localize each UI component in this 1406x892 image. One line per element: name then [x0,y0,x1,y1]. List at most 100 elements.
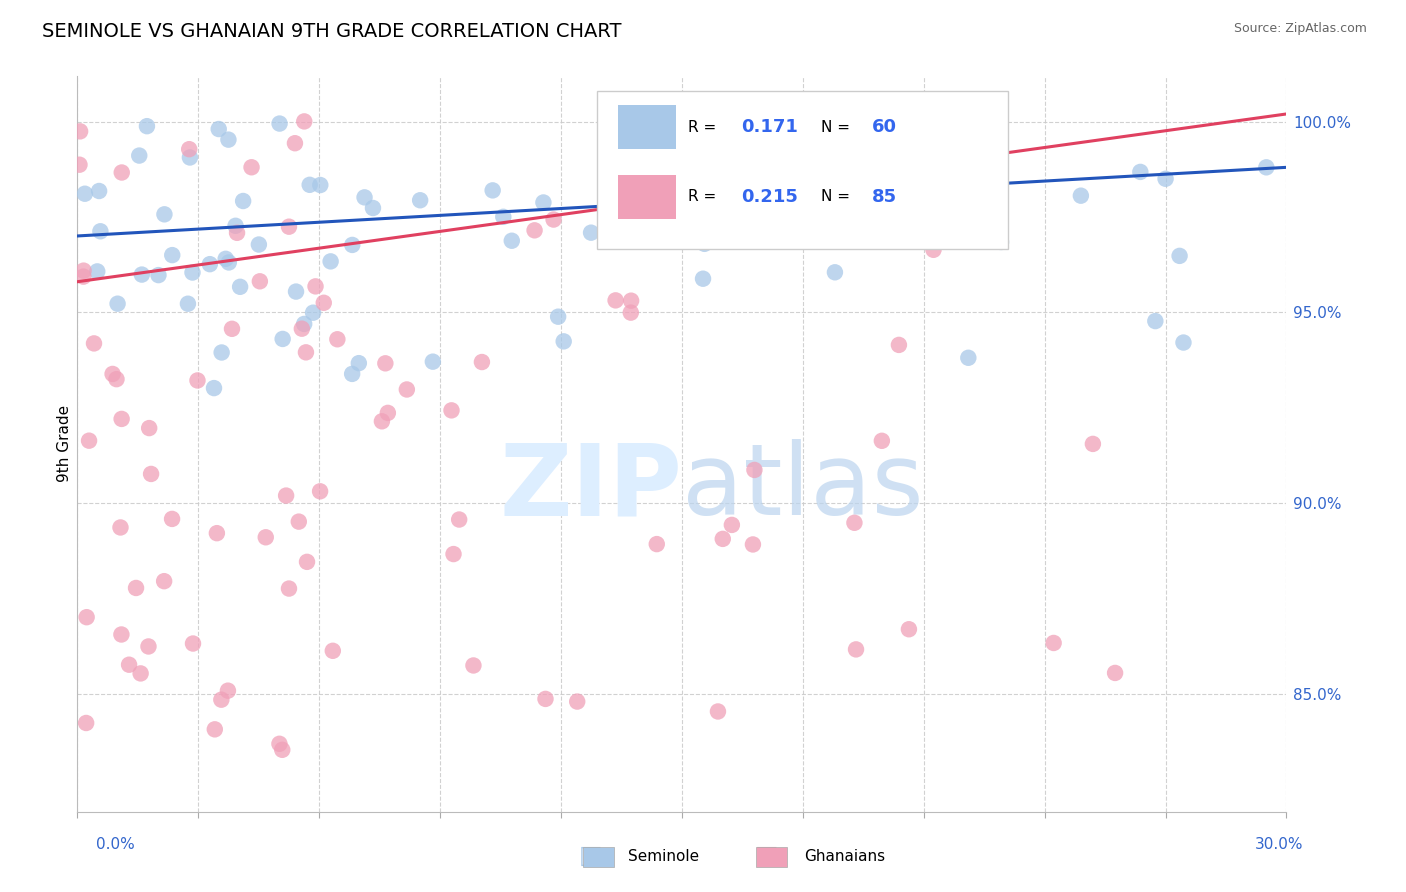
Point [83,336,105,351]
Text: N =: N = [821,120,855,135]
Text: □: □ [755,845,778,868]
Point [269,737,291,751]
Point [111,412,134,426]
Text: 0.0%: 0.0% [96,837,135,852]
Point [204,723,226,737]
Point [131,268,153,282]
Point [111,165,134,179]
Point [211,345,233,359]
Point [620,305,643,319]
Point [721,517,744,532]
Point [110,627,132,641]
Point [271,332,294,346]
Point [249,274,271,288]
Point [870,434,893,448]
Text: SEMINOLE VS GHANAIAN 9TH GRADE CORRELATION CHART: SEMINOLE VS GHANAIAN 9TH GRADE CORRELATI… [42,22,621,41]
Point [471,355,494,369]
Point [692,271,714,285]
Point [229,280,252,294]
Point [377,406,399,420]
Point [692,213,714,227]
Point [285,285,308,299]
Point [69,124,91,138]
Point [990,235,1012,249]
Point [598,161,620,176]
Point [922,243,945,257]
Point [361,201,384,215]
Point [543,212,565,227]
Point [76,610,98,624]
Point [693,236,716,251]
Point [1256,161,1278,175]
Point [567,695,589,709]
Point [209,692,232,706]
Point [226,226,249,240]
Point [374,356,396,370]
Point [309,484,332,499]
Point [353,190,375,204]
Point [72,269,94,284]
Point [620,293,643,308]
Point [205,526,228,541]
Point [501,234,523,248]
Point [440,403,463,417]
Text: 0.215: 0.215 [741,188,799,206]
Point [288,515,311,529]
Point [129,666,152,681]
Point [1042,636,1064,650]
Point [181,636,204,650]
Point [274,489,297,503]
Point [481,183,503,197]
Point [101,367,124,381]
Point [1154,171,1177,186]
Point [218,255,240,269]
Point [179,151,201,165]
Point [409,194,432,208]
FancyBboxPatch shape [617,175,676,219]
Point [254,530,277,544]
Point [702,211,724,225]
Point [208,122,231,136]
Point [742,537,765,551]
Text: R =: R = [688,120,721,135]
Point [278,219,301,234]
Point [69,158,91,172]
Point [89,224,111,238]
Point [340,367,363,381]
Point [547,310,569,324]
Point [86,264,108,278]
Point [304,279,326,293]
Y-axis label: 9th Grade: 9th Grade [56,405,72,483]
Point [326,332,349,346]
Point [278,582,301,596]
Point [295,345,318,359]
Point [844,516,866,530]
Point [463,658,485,673]
Text: N =: N = [821,189,855,204]
Point [247,237,270,252]
Point [225,219,247,233]
Point [523,223,546,237]
Point [138,421,160,435]
Point [579,226,602,240]
Point [162,248,184,262]
Point [202,381,225,395]
Point [240,161,263,175]
FancyBboxPatch shape [598,90,1008,249]
Point [292,317,315,331]
Point [105,372,128,386]
Point [1168,249,1191,263]
Point [215,252,238,266]
Text: atlas: atlas [682,440,924,536]
Point [271,743,294,757]
Point [179,142,201,156]
Point [153,574,176,589]
Point [347,356,370,370]
Point [292,114,315,128]
Point [302,306,325,320]
Point [139,467,162,481]
Point [232,194,254,208]
Point [443,547,465,561]
Point [1104,665,1126,680]
Point [342,238,364,252]
